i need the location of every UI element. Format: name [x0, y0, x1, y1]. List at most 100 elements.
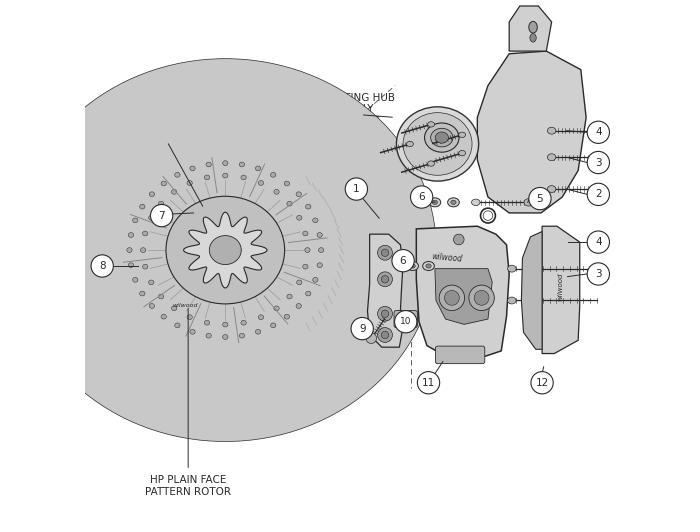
Circle shape — [377, 306, 393, 321]
Ellipse shape — [166, 283, 173, 289]
Circle shape — [377, 272, 393, 287]
Ellipse shape — [204, 320, 210, 325]
Ellipse shape — [206, 333, 211, 338]
Ellipse shape — [187, 315, 192, 320]
Ellipse shape — [175, 323, 180, 328]
Ellipse shape — [239, 162, 244, 167]
Ellipse shape — [458, 132, 466, 137]
Ellipse shape — [190, 329, 195, 334]
Ellipse shape — [271, 172, 276, 177]
Text: 8: 8 — [99, 261, 106, 271]
Ellipse shape — [317, 232, 322, 237]
Circle shape — [382, 276, 388, 283]
Circle shape — [531, 371, 553, 394]
Ellipse shape — [143, 264, 148, 269]
Ellipse shape — [190, 166, 195, 171]
Polygon shape — [416, 226, 509, 359]
Circle shape — [377, 328, 393, 343]
Text: 4: 4 — [595, 237, 601, 247]
Circle shape — [395, 311, 417, 333]
Ellipse shape — [223, 322, 228, 327]
Ellipse shape — [132, 277, 138, 282]
Ellipse shape — [193, 283, 200, 289]
Circle shape — [377, 245, 393, 260]
FancyBboxPatch shape — [394, 311, 417, 328]
Ellipse shape — [430, 128, 453, 147]
Ellipse shape — [297, 280, 302, 285]
Polygon shape — [509, 6, 552, 51]
Ellipse shape — [210, 279, 216, 284]
Text: 3: 3 — [595, 157, 601, 168]
Ellipse shape — [132, 218, 138, 223]
Ellipse shape — [210, 248, 216, 253]
Text: wilwood: wilwood — [173, 303, 198, 309]
Ellipse shape — [302, 231, 308, 236]
Circle shape — [528, 187, 551, 210]
Ellipse shape — [172, 256, 193, 276]
Ellipse shape — [175, 172, 180, 177]
Text: 11: 11 — [422, 378, 435, 388]
Ellipse shape — [428, 161, 435, 166]
Ellipse shape — [403, 113, 472, 175]
Ellipse shape — [407, 262, 419, 270]
FancyBboxPatch shape — [435, 346, 485, 364]
Ellipse shape — [407, 142, 414, 147]
Ellipse shape — [187, 180, 192, 185]
Polygon shape — [477, 51, 586, 213]
Ellipse shape — [458, 151, 466, 156]
Circle shape — [454, 234, 464, 245]
Ellipse shape — [410, 264, 415, 268]
Circle shape — [382, 249, 388, 256]
Circle shape — [366, 333, 377, 344]
Ellipse shape — [296, 304, 302, 309]
Ellipse shape — [296, 192, 302, 197]
Circle shape — [587, 121, 610, 144]
Ellipse shape — [508, 265, 516, 272]
Ellipse shape — [140, 291, 145, 296]
Circle shape — [150, 204, 173, 227]
Ellipse shape — [204, 175, 210, 180]
Ellipse shape — [141, 229, 224, 303]
Ellipse shape — [313, 218, 318, 223]
Ellipse shape — [396, 107, 479, 181]
Circle shape — [439, 285, 465, 311]
Ellipse shape — [432, 200, 438, 204]
Ellipse shape — [149, 304, 155, 309]
Circle shape — [417, 371, 440, 394]
Text: HP PLAIN FACE
PATTERN ROTOR: HP PLAIN FACE PATTERN ROTOR — [145, 476, 231, 497]
Ellipse shape — [193, 243, 200, 249]
Ellipse shape — [241, 175, 246, 180]
Circle shape — [587, 231, 610, 253]
Ellipse shape — [258, 315, 264, 320]
Circle shape — [351, 318, 373, 340]
Circle shape — [403, 316, 410, 322]
Text: 3: 3 — [595, 269, 601, 279]
Ellipse shape — [223, 161, 228, 165]
Ellipse shape — [302, 264, 308, 269]
Ellipse shape — [472, 199, 480, 205]
Ellipse shape — [172, 189, 176, 194]
Ellipse shape — [304, 248, 310, 253]
Ellipse shape — [128, 263, 134, 268]
Ellipse shape — [161, 314, 167, 319]
Ellipse shape — [256, 166, 260, 171]
Circle shape — [382, 310, 388, 318]
Text: 1: 1 — [353, 184, 360, 194]
Ellipse shape — [166, 243, 173, 249]
Ellipse shape — [313, 277, 318, 282]
Ellipse shape — [180, 294, 186, 299]
Text: 5: 5 — [537, 194, 543, 204]
Polygon shape — [542, 226, 580, 354]
Ellipse shape — [206, 263, 213, 269]
Ellipse shape — [451, 200, 456, 204]
Ellipse shape — [223, 335, 228, 339]
Ellipse shape — [284, 314, 290, 319]
Circle shape — [483, 211, 493, 220]
Ellipse shape — [306, 204, 311, 209]
Circle shape — [444, 290, 459, 305]
Ellipse shape — [423, 262, 435, 270]
Ellipse shape — [148, 280, 154, 285]
Ellipse shape — [143, 231, 148, 236]
Ellipse shape — [547, 186, 556, 193]
Ellipse shape — [435, 132, 449, 143]
